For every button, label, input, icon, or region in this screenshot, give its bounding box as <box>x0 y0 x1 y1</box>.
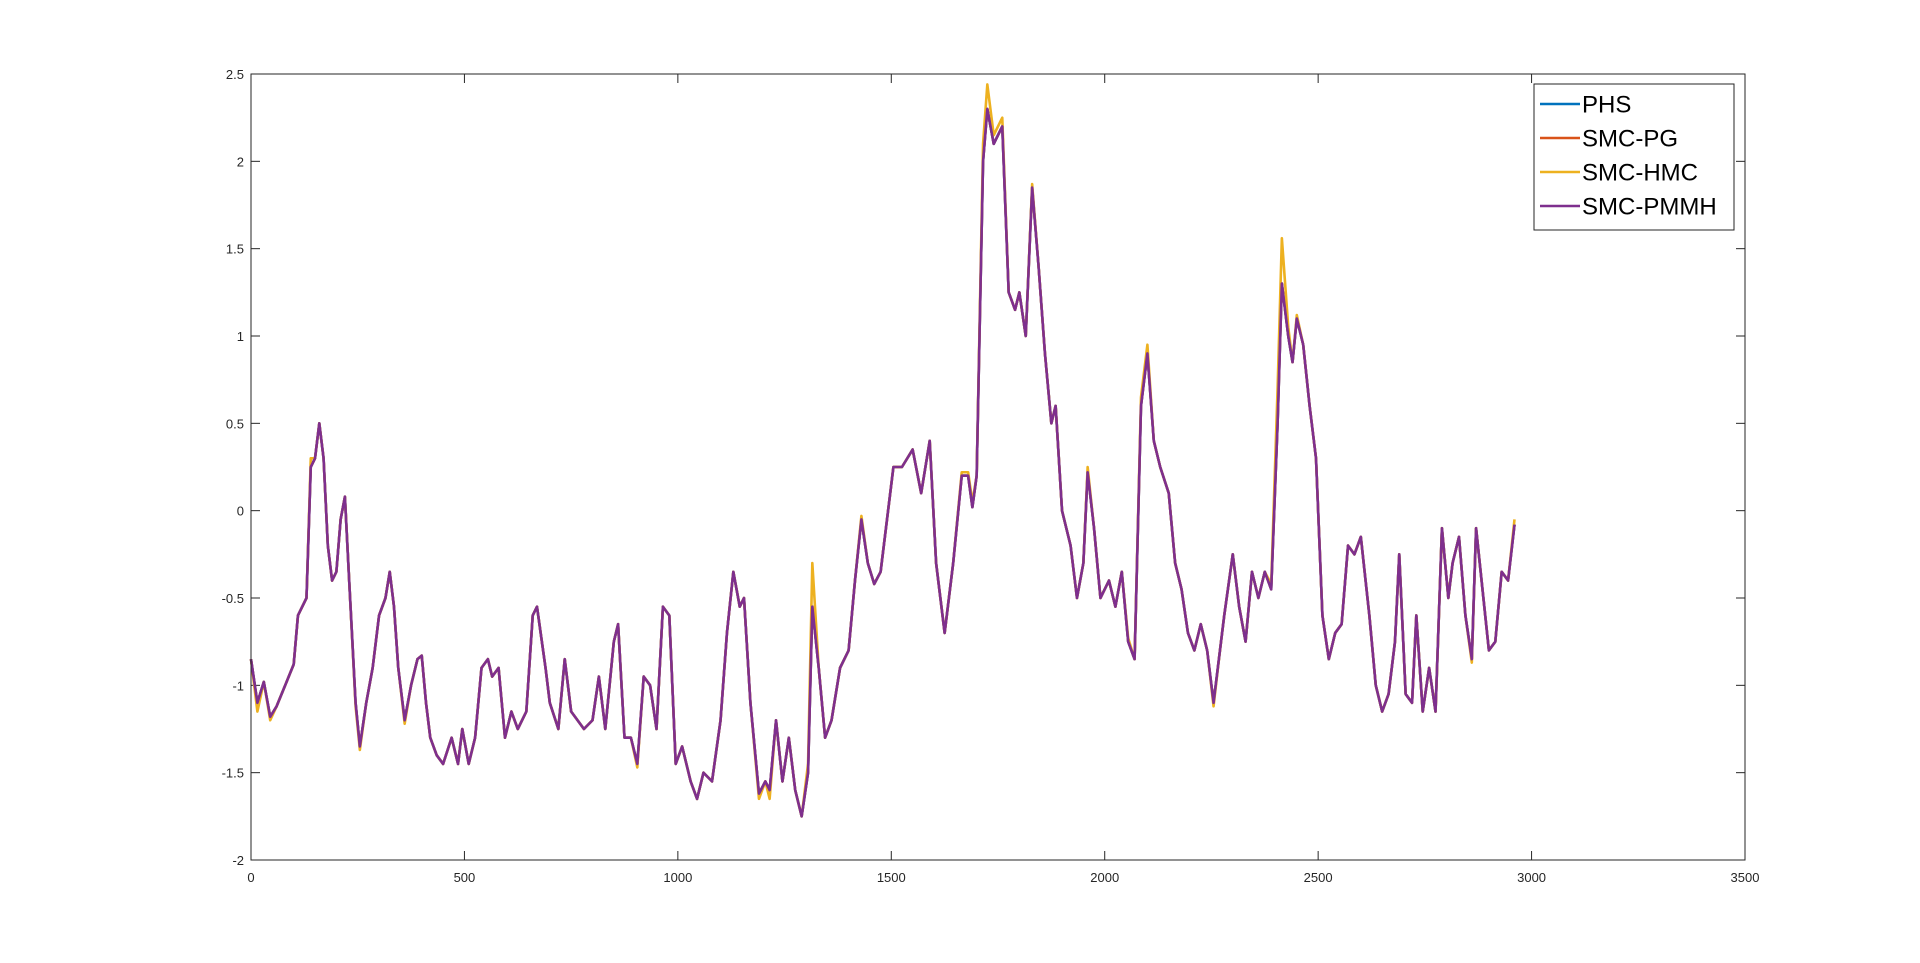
y-tick-label: -1.5 <box>222 766 244 781</box>
x-tick-label: 1500 <box>877 870 906 885</box>
y-tick-label: 1 <box>237 329 244 344</box>
x-tick-label: 2000 <box>1090 870 1119 885</box>
plot-area <box>251 74 1745 860</box>
axes-box <box>250 73 1746 861</box>
x-tick-label: 3000 <box>1517 870 1546 885</box>
x-tick-label: 3500 <box>1731 870 1760 885</box>
x-tick-label: 2500 <box>1304 870 1333 885</box>
x-tick-label: 1000 <box>663 870 692 885</box>
legend: PHS SMC-PG SMC-HMC SMC-PMMH <box>1533 83 1735 231</box>
x-tick-label: 500 <box>454 870 476 885</box>
y-tick-label: 1.5 <box>226 242 244 257</box>
legend-label: SMC-PG <box>1582 125 1678 152</box>
legend-label: SMC-HMC <box>1582 159 1698 186</box>
y-tick-label: 2.5 <box>226 67 244 82</box>
x-tick-label: 0 <box>247 870 254 885</box>
y-tick-label: -1 <box>232 678 244 693</box>
y-tick-label: -2 <box>232 853 244 868</box>
y-tick-label: 2 <box>237 154 244 169</box>
legend-label: PHS <box>1582 91 1631 118</box>
y-tick-label: 0 <box>237 504 244 519</box>
series-line <box>249 107 1516 818</box>
y-tick-label: -0.5 <box>222 591 244 606</box>
y-tick-label: 0.5 <box>226 416 244 431</box>
legend-label: SMC-PMMH <box>1582 193 1717 220</box>
